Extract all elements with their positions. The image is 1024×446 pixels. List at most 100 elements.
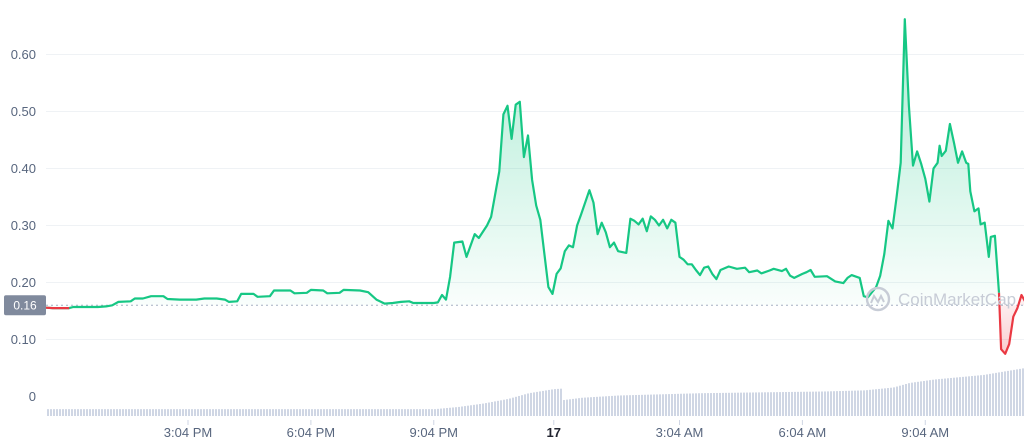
volume-bar [332, 409, 334, 416]
volume-bar [818, 391, 820, 416]
coinmarketcap-logo-wave [870, 293, 885, 304]
volume-bar [701, 393, 703, 416]
volume-bar [791, 391, 793, 416]
volume-bar [692, 393, 694, 416]
volume-bar [467, 405, 469, 416]
volume-bar [47, 409, 49, 416]
volume-bar [896, 386, 898, 416]
volume-bar [575, 398, 577, 416]
volume-bar [884, 388, 886, 416]
volume-bar [53, 409, 55, 416]
volume-bar [116, 409, 118, 416]
volume-bar [98, 409, 100, 416]
volume-bar [179, 409, 181, 416]
volume-bar [560, 388, 562, 416]
volume-bar [398, 409, 400, 416]
volume-bar [614, 395, 616, 416]
volume-bar [872, 389, 874, 416]
price-lines [46, 18, 1024, 355]
volume-bar [140, 409, 142, 416]
x-tick-label: 9:04 AM [901, 425, 949, 440]
watermark: CoinMarketCap [865, 286, 1016, 312]
volume-bar [131, 409, 133, 416]
volume-bar [845, 390, 847, 416]
volume-bar [377, 409, 379, 416]
volume-bar [929, 380, 931, 416]
volume-bar [647, 394, 649, 416]
volume-bar [668, 394, 670, 416]
volume-bar [164, 409, 166, 416]
volume-bar [659, 394, 661, 416]
volume-bar [767, 392, 769, 416]
volume-bar [854, 390, 856, 416]
volume-bar [875, 389, 877, 416]
volume-bar [269, 409, 271, 416]
price-line-below-reference [46, 306, 70, 310]
volume-bar [740, 392, 742, 416]
volume-bar [770, 392, 772, 416]
volume-bar [947, 378, 949, 416]
volume-bar [452, 407, 454, 416]
reference-value-pill: 0.16 [4, 295, 46, 316]
volume-bar [470, 405, 472, 416]
volume-bar [1010, 370, 1012, 416]
volume-bar [89, 409, 91, 416]
volume-bar [266, 409, 268, 416]
volume-bar [548, 389, 550, 416]
volume-bar [638, 394, 640, 416]
volume-bar [59, 409, 61, 416]
volume-bar [251, 409, 253, 416]
volume-bar [563, 400, 565, 416]
volume-bar [605, 396, 607, 416]
volume-bar [257, 409, 259, 416]
volume-bar [272, 409, 274, 416]
volume-bar [965, 376, 967, 416]
volume-bar [119, 409, 121, 416]
volume-bar [170, 409, 172, 416]
volume-bar [722, 392, 724, 416]
volume-bar [641, 394, 643, 416]
reference-pill-label: 0.16 [13, 298, 37, 312]
volume-bar [887, 388, 889, 416]
volume-bar [128, 409, 130, 416]
volume-bar [341, 409, 343, 416]
volume-bar [359, 409, 361, 416]
volume-bar [746, 392, 748, 416]
volume-bar [62, 409, 64, 416]
volume-bar [611, 395, 613, 416]
volume-bar [776, 392, 778, 416]
volume-bar [506, 399, 508, 416]
volume-bar [410, 409, 412, 416]
volume-bar [227, 409, 229, 416]
volume-bar [305, 409, 307, 416]
volume-bar [587, 397, 589, 416]
volume-bar [152, 409, 154, 416]
volume-bar [812, 391, 814, 416]
volume-bar [311, 409, 313, 416]
volume-bar [302, 409, 304, 416]
volume-bar [962, 376, 964, 416]
volume-bar [323, 409, 325, 416]
volume-bar [479, 404, 481, 416]
volume-bar [515, 396, 517, 416]
volume-bar [995, 372, 997, 416]
reference-pill-bg [4, 295, 46, 316]
volume-bar [893, 387, 895, 416]
volume-bar [365, 409, 367, 416]
x-axis: 3:04 PM 6:04 PM 9:04 PM 17 3:04 AM 6:04 AM 9:0… [164, 420, 949, 440]
volume-bar [314, 409, 316, 416]
volume-bar [593, 397, 595, 416]
volume-bar [68, 409, 70, 416]
volume-bar [620, 395, 622, 416]
volume-bar [878, 388, 880, 416]
volume-bar [329, 409, 331, 416]
volume-bar [239, 409, 241, 416]
volume-bar [581, 397, 583, 416]
volume-bar [431, 409, 433, 416]
volume-bar [704, 393, 706, 416]
y-tick-label: 0.60 [11, 47, 36, 62]
volume-bar [902, 384, 904, 416]
volume-bar [674, 393, 676, 416]
volume-bar [953, 377, 955, 416]
